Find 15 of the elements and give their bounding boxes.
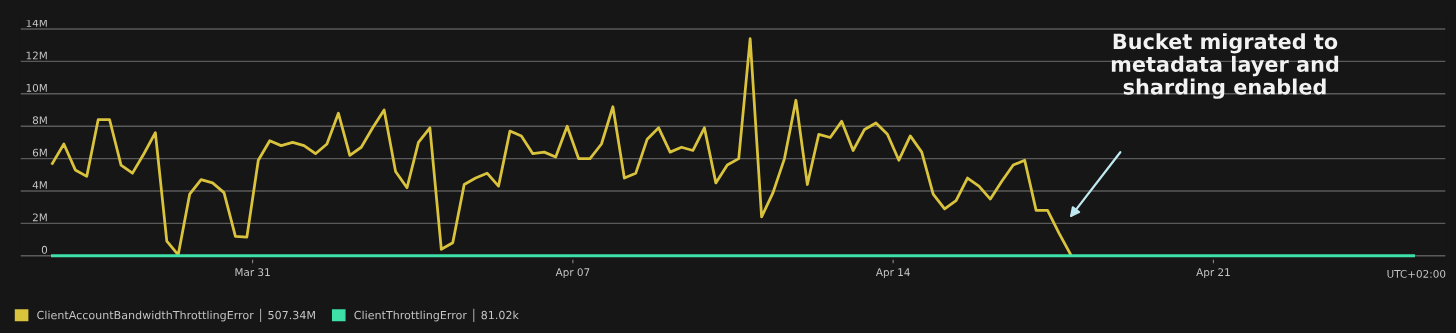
x-tick-label: Apr 14 [875,268,910,279]
legend-label: ClientAccountBandwidthThrottlingError │ 507.34M [37,308,315,322]
x-tick-label: Apr 07 [555,268,590,279]
y-tick-label: 12M [26,51,47,60]
annotation: Bucket migrated to metadata layer and sharding enabled [1111,33,1339,99]
y-tick-label: 10M [26,83,47,92]
y-tick-label: 4M [32,181,47,189]
x-tick-label: Mar 31 [235,268,270,277]
legend-label: ClientThrottlingError │ 81.02k [354,308,519,322]
y-tick-label: 0 [41,245,48,254]
y-tick-label: 6M [32,148,47,157]
text: UTC+02:00 [1387,269,1446,278]
y-tick-label: 8M [32,116,47,125]
x-tick-label: Apr 21 [1196,268,1230,279]
y-tick-label: 2M [32,213,47,222]
